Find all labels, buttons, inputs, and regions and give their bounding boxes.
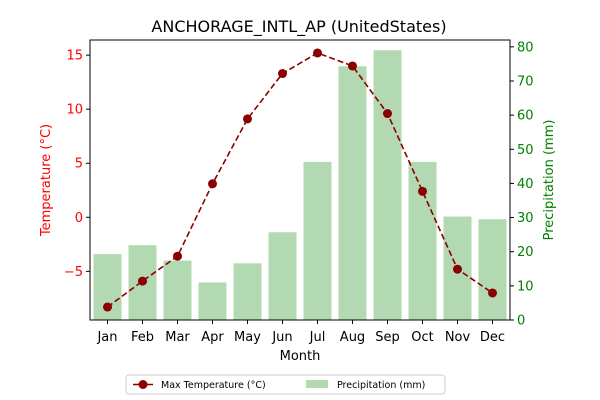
legend-bar-swatch [306,380,328,388]
left-tick-label: 15 [66,49,83,64]
plot-frame [89,39,511,321]
left-axis: −5 0 5 10 15 [64,49,90,280]
temperature-line-layer [103,48,497,312]
left-tick-label: −5 [64,265,83,280]
x-tick-label-feb: Feb [131,330,154,345]
temp-point-mar [173,251,182,261]
precip-bar-may [233,263,262,320]
right-tick-label: 60 [517,109,534,124]
temp-point-jan [103,302,112,312]
precip-bar-jul [303,161,332,320]
precip-bar-mar [163,260,192,320]
legend: Max Temperature (°C) Precipitation (mm) [125,374,446,395]
x-tick-label-jun: Jun [271,330,292,345]
right-tick-label: 50 [517,143,534,158]
precip-bar-jun [268,232,297,320]
x-axis-label: Month [280,349,321,364]
temp-point-nov [453,264,462,274]
precip-bar-apr [198,282,227,320]
right-tick-label: 70 [517,74,534,89]
x-tick-label-may: May [234,330,261,345]
legend-box [125,374,446,395]
temp-point-sep [383,109,392,119]
precip-bar-aug [338,66,367,320]
x-tick-label-nov: Nov [445,330,471,345]
chart-title: ANCHORAGE_INTL_AP (UnitedStates) [151,17,446,37]
precipitation-bars [93,50,507,321]
temp-point-may [243,114,252,124]
x-tick-label-dec: Dec [480,330,505,345]
precip-bar-sep [373,50,402,321]
temp-point-jun [278,69,287,79]
right-axis: 0 10 20 30 40 50 60 70 80 [510,40,534,329]
left-tick-label: 0 [75,211,83,226]
legend-label-temperature: Max Temperature (°C) [161,380,266,391]
legend-label-precipitation: Precipitation (mm) [337,380,425,391]
left-tick-label: 10 [66,103,83,118]
right-axis-label: Precipitation (mm) [542,120,557,241]
temperature-line [107,52,493,308]
x-tick-label-apr: Apr [201,330,224,345]
x-tick-label-jul: Jul [309,330,326,345]
x-tick-label-jan: Jan [96,330,117,345]
x-axis: Jan Feb Mar Apr May Jun Jul Aug Sep Oct Nov Dec [96,320,505,345]
legend-line-marker [138,380,148,389]
temp-point-jul [313,48,322,58]
x-tick-label-oct: Oct [411,330,433,345]
x-tick-label-aug: Aug [340,330,365,345]
x-tick-label-mar: Mar [165,330,190,345]
right-tick-label: 0 [517,314,525,329]
temp-point-dec [488,288,497,298]
precip-bar-oct [408,161,437,320]
right-tick-label: 80 [517,40,534,55]
temp-point-apr [208,179,217,189]
precip-bar-dec [478,219,507,320]
x-tick-label-sep: Sep [375,330,400,345]
temp-point-aug [348,61,357,71]
temp-point-oct [418,186,427,196]
right-tick-label: 40 [517,177,534,192]
right-tick-label: 10 [517,279,534,294]
right-tick-label: 30 [517,211,534,226]
right-tick-label: 20 [517,245,534,260]
temp-point-feb [138,276,147,286]
left-axis-label: Temperature (°C) [39,124,54,237]
left-tick-label: 5 [75,157,83,172]
